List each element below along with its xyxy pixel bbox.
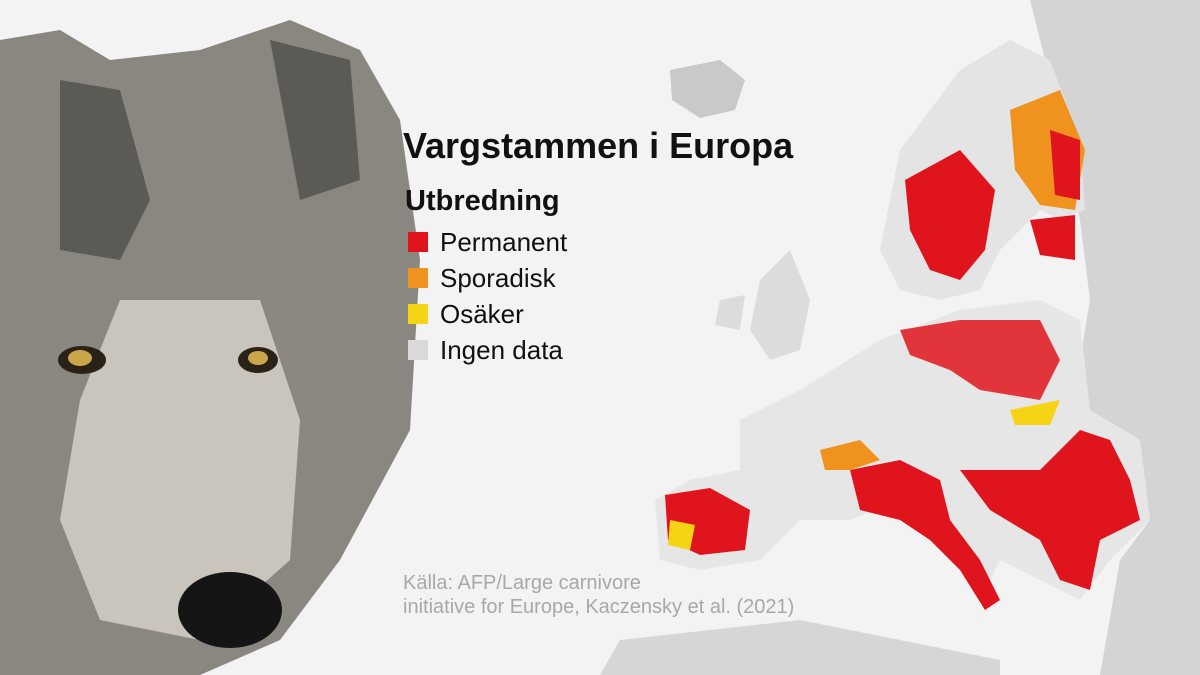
range-scandinavia <box>905 150 995 280</box>
wolf-photo <box>0 20 420 675</box>
north-africa <box>600 620 1000 675</box>
wolf-ears <box>60 40 360 260</box>
range-central <box>900 320 1060 400</box>
legend-swatch <box>408 304 428 324</box>
range-baltic <box>1030 215 1075 260</box>
legend-label: Osäker <box>440 299 524 329</box>
legend-swatch <box>408 232 428 252</box>
wolf-nose <box>178 572 282 648</box>
range-italy-alps <box>850 460 1000 610</box>
legend-label: Ingen data <box>440 335 563 365</box>
wolf-iris <box>68 350 92 366</box>
legend-swatch <box>408 268 428 288</box>
legend-swatch <box>408 340 428 360</box>
wolf-muzzle <box>60 300 300 640</box>
range-uncertain <box>1010 400 1060 425</box>
british-isles <box>715 250 810 360</box>
source-line: initiative for Europe, Kaczensky et al. … <box>403 596 794 618</box>
subtitle: Utbredning <box>405 185 560 217</box>
legend: Permanent Sporadisk Osäker Ingen data <box>408 227 568 365</box>
legend-label: Permanent <box>440 227 568 257</box>
range-finland-core <box>1050 130 1080 200</box>
legend-label: Sporadisk <box>440 263 557 293</box>
wolf-range <box>665 90 1140 610</box>
title: Vargstammen i Europa <box>403 125 794 166</box>
range-balkans <box>960 430 1140 590</box>
iceland <box>670 60 745 118</box>
source-line: Källa: AFP/Large carnivore <box>403 572 641 594</box>
range-france <box>820 440 880 470</box>
range-iberia-uncertain <box>668 520 695 550</box>
wolf-iris <box>248 351 268 365</box>
